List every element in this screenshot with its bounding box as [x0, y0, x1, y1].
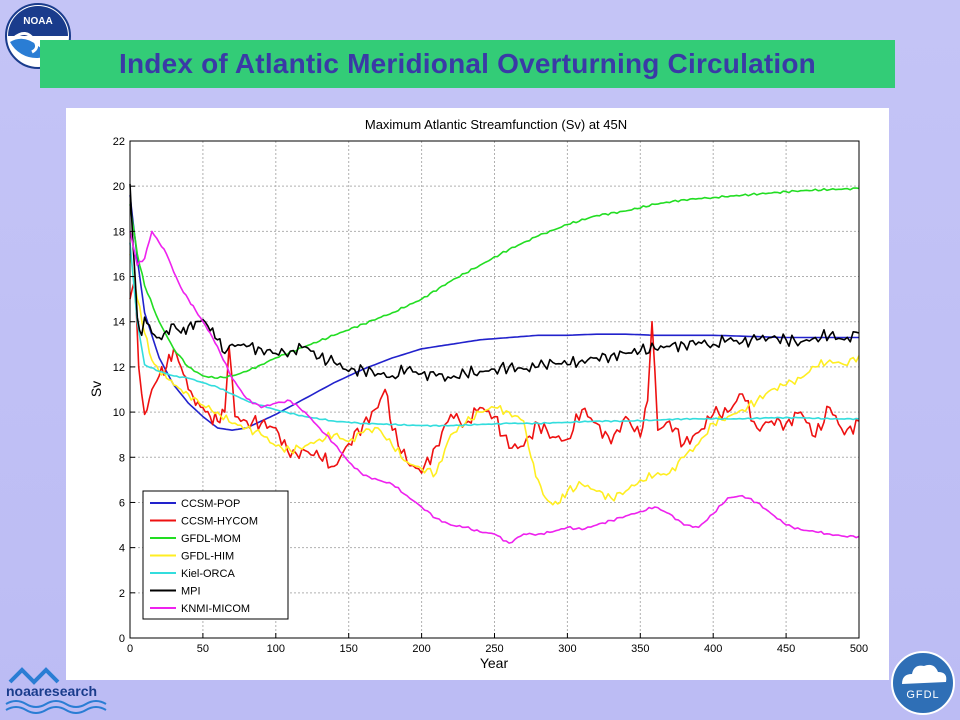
series-line-gfdl-him [129, 253, 860, 506]
y-tick-label: 12 [113, 362, 125, 374]
y-tick-label: 14 [113, 317, 125, 329]
y-tick-label: 18 [113, 226, 125, 238]
legend-entry: CCSM-HYCOM [181, 516, 258, 528]
gfdl-logo-text: GFDL [906, 689, 939, 701]
x-tick-label: 350 [631, 643, 649, 655]
y-tick-label: 6 [119, 497, 125, 509]
noaa-logo-text: NOAA [23, 16, 52, 27]
x-tick-label: 0 [127, 643, 133, 655]
x-axis-label: Year [480, 655, 509, 671]
series-line-kiel-orca [129, 242, 860, 428]
legend-entry: CCSM-POP [181, 498, 240, 510]
x-tick-label: 500 [850, 643, 868, 655]
legend-entry: GFDL-HIM [181, 551, 234, 563]
streamfunction-chart: Maximum Atlantic Streamfunction (Sv) at … [88, 117, 868, 671]
y-tick-label: 4 [119, 543, 125, 555]
legend-entry: GFDL-MOM [181, 533, 241, 545]
x-tick-label: 450 [777, 643, 795, 655]
y-axis-label: Sv [88, 381, 104, 397]
legend-entry: Kiel-ORCA [181, 568, 235, 580]
series-lines [129, 183, 860, 544]
x-tick-label: 300 [558, 643, 576, 655]
noaa-logo: NOAA [5, 3, 71, 69]
noaa-research-text: noaaresearch [6, 683, 97, 699]
series-line-ccsm-hycom [129, 280, 860, 474]
noaa-research-logo: noaaresearch [5, 667, 107, 714]
slide-title: Index of Atlantic Meridional Overturning… [40, 40, 895, 88]
y-tick-label: 0 [119, 633, 125, 645]
y-tick-label: 16 [113, 272, 125, 284]
x-tick-label: 50 [197, 643, 209, 655]
y-tick-label: 20 [113, 181, 125, 193]
series-line-gfdl-mom [129, 187, 860, 380]
y-tick-label: 10 [113, 407, 125, 419]
series-line-knmi-micom [129, 230, 860, 544]
x-tick-label: 200 [412, 643, 430, 655]
chart-title: Maximum Atlantic Streamfunction (Sv) at … [365, 117, 627, 132]
x-tick-label: 100 [267, 643, 285, 655]
gfdl-logo: GFDL [891, 651, 955, 715]
legend-entry: MPI [181, 586, 201, 598]
chart-panel: Maximum Atlantic Streamfunction (Sv) at … [66, 108, 889, 680]
x-tick-label: 150 [340, 643, 358, 655]
axis-ticks: 0 50 100 150 200 250 300 350 400 450 500 0 2 4 6 8 10 12 1… [113, 136, 868, 655]
y-tick-label: 2 [119, 588, 125, 600]
y-tick-label: 8 [119, 452, 125, 464]
series-line-mpi [129, 183, 860, 382]
legend: CCSM-POP CCSM-HYCOM GFDL-MOM GFDL-HIM Kiel-O… [142, 490, 289, 620]
x-tick-label: 400 [704, 643, 722, 655]
legend-entry: KNMI-MICOM [181, 603, 250, 615]
y-tick-label: 22 [113, 136, 125, 148]
x-tick-label: 250 [485, 643, 503, 655]
